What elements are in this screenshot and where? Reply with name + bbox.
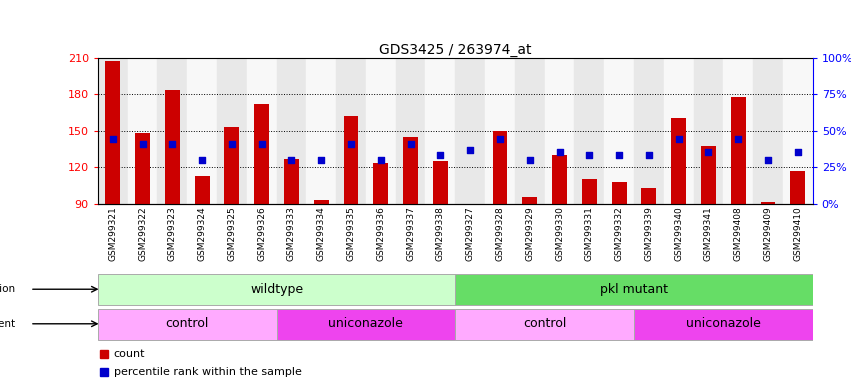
Bar bbox=[694, 58, 723, 204]
Text: pkl mutant: pkl mutant bbox=[600, 283, 668, 296]
Bar bbox=[671, 118, 686, 204]
Point bbox=[344, 141, 357, 147]
Bar bbox=[306, 58, 336, 204]
Text: percentile rank within the sample: percentile rank within the sample bbox=[113, 366, 301, 377]
Bar bbox=[552, 155, 567, 204]
Bar bbox=[403, 137, 418, 204]
Point bbox=[582, 152, 596, 159]
Bar bbox=[195, 175, 209, 204]
Point bbox=[523, 157, 536, 163]
Point bbox=[165, 141, 179, 147]
Point bbox=[315, 157, 328, 163]
Point bbox=[493, 136, 506, 142]
Bar bbox=[344, 116, 358, 204]
Bar bbox=[254, 104, 269, 204]
Point bbox=[196, 157, 209, 163]
Bar bbox=[433, 161, 448, 204]
Text: control: control bbox=[166, 317, 208, 330]
Bar bbox=[336, 58, 366, 204]
Bar bbox=[98, 309, 277, 340]
Bar bbox=[634, 309, 813, 340]
Bar bbox=[523, 197, 537, 204]
Bar bbox=[396, 58, 426, 204]
Point bbox=[136, 141, 150, 147]
Text: count: count bbox=[113, 349, 145, 359]
Bar bbox=[277, 309, 455, 340]
Bar bbox=[731, 96, 745, 204]
Point bbox=[403, 141, 417, 147]
Point bbox=[374, 157, 387, 163]
Bar bbox=[374, 164, 388, 204]
Bar bbox=[612, 182, 626, 204]
Bar bbox=[664, 58, 694, 204]
Bar bbox=[455, 275, 813, 306]
Bar bbox=[783, 58, 813, 204]
Bar bbox=[515, 58, 545, 204]
Bar bbox=[106, 61, 120, 204]
Point bbox=[612, 152, 625, 159]
Point bbox=[284, 157, 298, 163]
Bar bbox=[98, 275, 455, 306]
Bar bbox=[135, 133, 150, 204]
Bar bbox=[455, 58, 485, 204]
Point bbox=[701, 149, 715, 156]
Bar bbox=[642, 188, 656, 204]
Bar bbox=[701, 146, 716, 204]
Bar bbox=[247, 58, 277, 204]
Bar bbox=[604, 58, 634, 204]
Text: uniconazole: uniconazole bbox=[328, 317, 403, 330]
Bar bbox=[128, 58, 157, 204]
Point bbox=[672, 136, 686, 142]
Point bbox=[106, 136, 119, 142]
Point bbox=[731, 136, 745, 142]
Bar bbox=[455, 309, 634, 340]
Text: wildtype: wildtype bbox=[250, 283, 303, 296]
Bar bbox=[314, 200, 328, 204]
Bar bbox=[187, 58, 217, 204]
Bar bbox=[284, 159, 299, 204]
Bar bbox=[582, 179, 597, 204]
Bar bbox=[493, 131, 507, 204]
Point bbox=[433, 152, 448, 159]
Bar bbox=[574, 58, 604, 204]
Bar bbox=[277, 58, 306, 204]
Point bbox=[761, 157, 774, 163]
Bar bbox=[545, 58, 574, 204]
Text: control: control bbox=[523, 317, 566, 330]
Bar bbox=[723, 58, 753, 204]
Text: agent: agent bbox=[0, 319, 15, 329]
Point bbox=[255, 141, 269, 147]
Bar bbox=[791, 171, 805, 204]
Text: uniconazole: uniconazole bbox=[686, 317, 761, 330]
Bar bbox=[157, 58, 187, 204]
Bar bbox=[761, 202, 775, 204]
Point bbox=[553, 149, 567, 156]
Point bbox=[791, 149, 805, 156]
Bar bbox=[485, 58, 515, 204]
Point bbox=[642, 152, 655, 159]
Bar bbox=[753, 58, 783, 204]
Title: GDS3425 / 263974_at: GDS3425 / 263974_at bbox=[379, 43, 532, 56]
Bar bbox=[426, 58, 455, 204]
Bar bbox=[98, 58, 128, 204]
Text: genotype/variation: genotype/variation bbox=[0, 284, 15, 294]
Point bbox=[463, 146, 477, 152]
Bar bbox=[165, 91, 180, 204]
Bar bbox=[225, 127, 239, 204]
Bar bbox=[217, 58, 247, 204]
Bar bbox=[366, 58, 396, 204]
Bar bbox=[634, 58, 664, 204]
Point bbox=[225, 141, 238, 147]
